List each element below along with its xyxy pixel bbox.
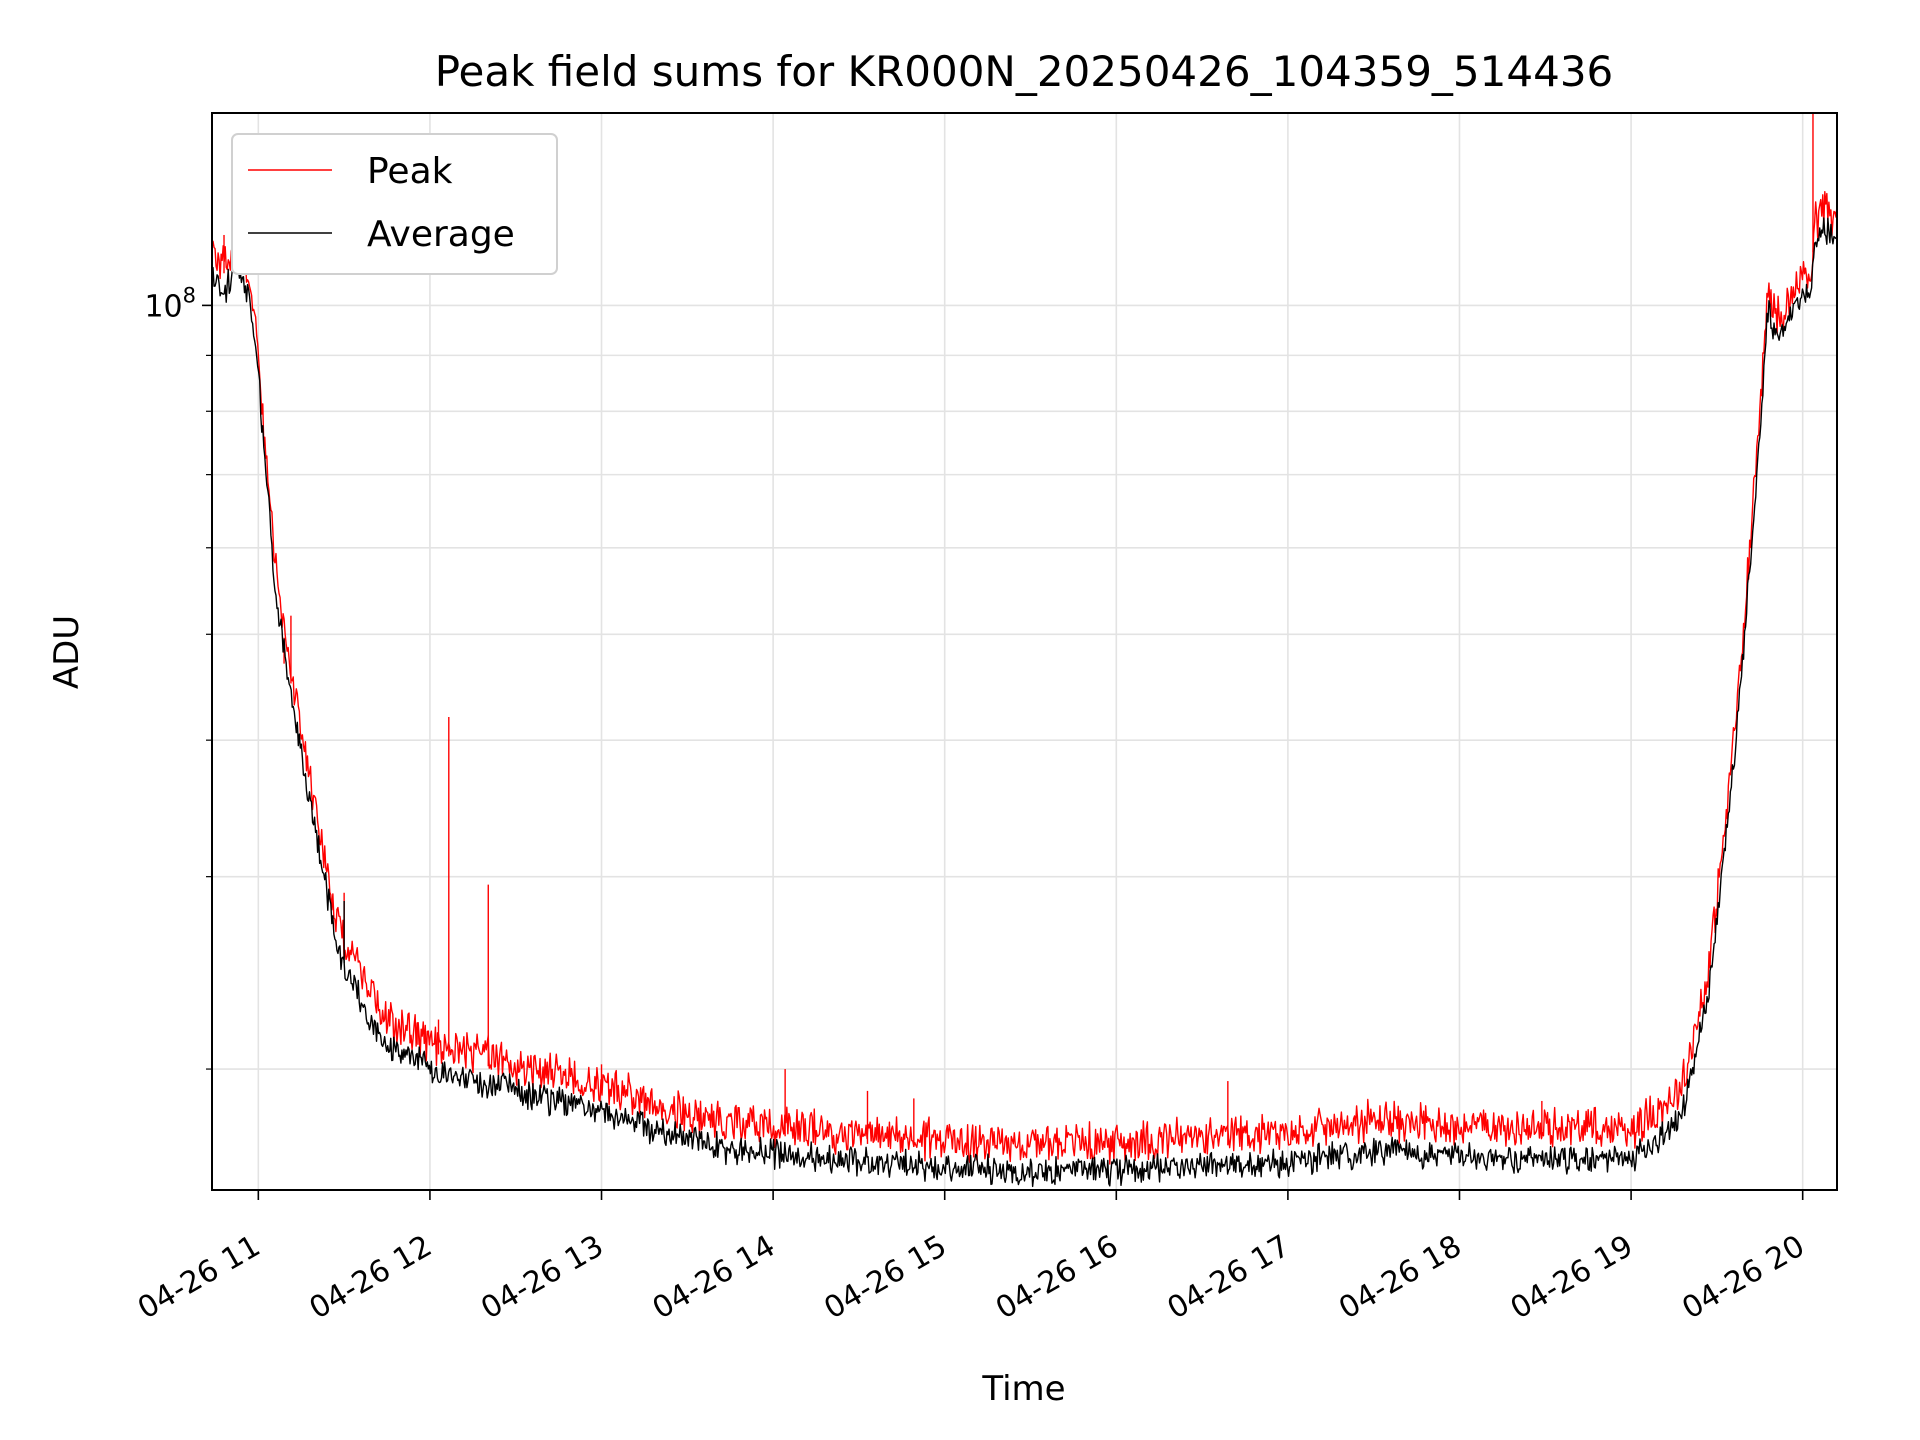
series-line-average: [211, 217, 1838, 1188]
legend-peak-label: Peak: [367, 151, 453, 192]
x-axis-label: Time: [981, 1369, 1065, 1409]
legend-average-label: Average: [367, 214, 515, 255]
y-tick-label: 108: [144, 283, 196, 324]
legend: Peak Average: [231, 133, 558, 275]
plot-frame: [211, 112, 1838, 1191]
legend-box: [231, 133, 558, 275]
series-layer: [211, 113, 1838, 1188]
grid: [212, 113, 1837, 1190]
series-line-peak: [211, 191, 1838, 1165]
chart-title: Peak field sums for KR000N_20250426_1043…: [435, 47, 1614, 96]
y-axis-label: ADU: [47, 615, 87, 689]
